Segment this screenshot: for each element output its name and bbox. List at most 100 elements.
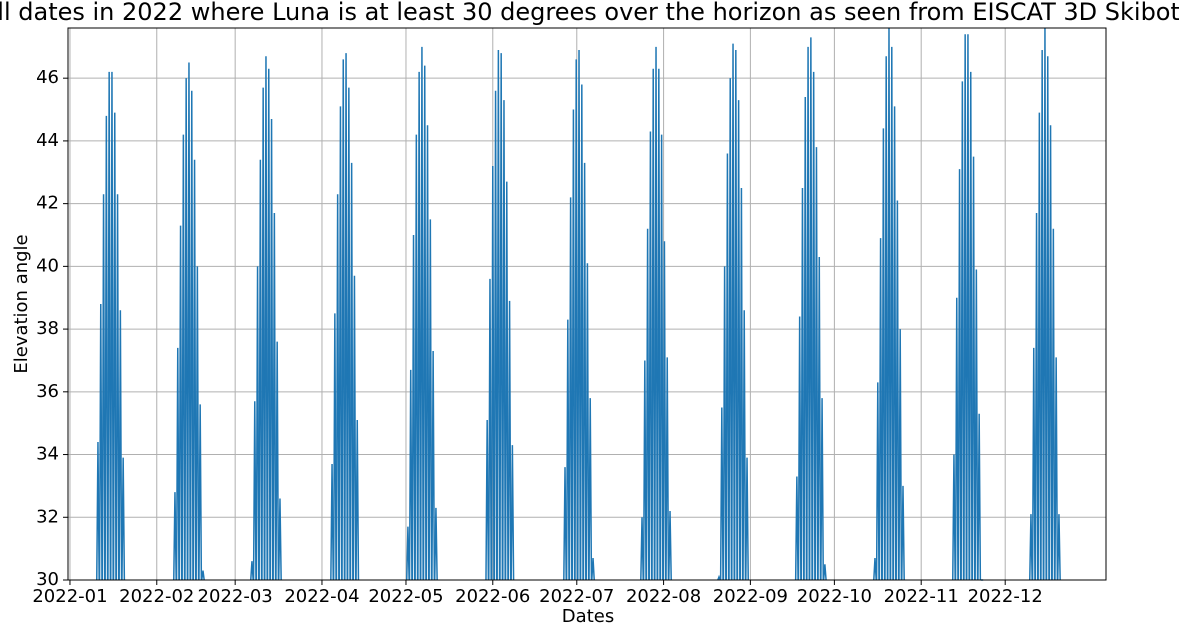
- elevation-spike: [659, 134, 664, 581]
- elevation-spike: [344, 53, 349, 581]
- elevation-spike: [889, 46, 894, 581]
- elevation-spike: [485, 420, 490, 581]
- elevation-spike: [873, 558, 877, 581]
- elevation-spike: [1054, 357, 1059, 581]
- elevation-spike: [184, 78, 189, 581]
- elevation-spike: [341, 59, 346, 581]
- elevation-spike: [178, 225, 183, 581]
- y-axis-label: Elevation angle: [11, 234, 32, 373]
- elevation-spike: [895, 200, 900, 581]
- elevation-spike: [954, 297, 959, 581]
- elevation-spike: [725, 153, 730, 581]
- ticks: 30 32 34 36 38 40 42 44 46 2022-01 2022-02 2022-03 2…: [32, 67, 1042, 607]
- elevation-spike: [662, 241, 667, 581]
- elevation-spike: [255, 266, 260, 581]
- elevation-spike: [651, 68, 656, 581]
- elevation-spike: [414, 134, 419, 581]
- elevation-spike: [275, 341, 280, 581]
- x-tick-label: 2022-01: [32, 586, 107, 607]
- elevation-spike: [901, 485, 905, 581]
- elevation-spike: [585, 263, 590, 581]
- elevation-spike: [797, 316, 802, 581]
- x-tick-label: 2022-07: [539, 586, 614, 607]
- elevation-spike: [565, 319, 570, 581]
- elevation-spike: [806, 46, 811, 581]
- elevation-spike: [574, 59, 579, 581]
- elevation-spike: [898, 329, 903, 581]
- y-tick-label: 32: [36, 506, 59, 527]
- elevation-spike: [269, 118, 274, 581]
- elevation-spike: [338, 106, 343, 581]
- elevation-spike: [195, 266, 200, 581]
- x-tick-label: 2022-10: [797, 586, 872, 607]
- y-tick-label: 36: [36, 381, 59, 402]
- elevation-spike: [346, 87, 351, 581]
- elevation-spike: [502, 100, 506, 581]
- elevation-spike: [568, 197, 573, 581]
- elevation-spike: [173, 492, 177, 581]
- elevation-spike: [884, 56, 889, 581]
- elevation-spike: [1031, 347, 1036, 581]
- elevation-spike: [800, 187, 805, 581]
- elevation-spike: [719, 407, 724, 581]
- y-tick-label: 40: [36, 255, 59, 276]
- elevation-spike: [811, 71, 816, 581]
- elevation-spike: [192, 159, 197, 581]
- elevation-spike: [963, 34, 968, 581]
- elevation-spike: [115, 194, 120, 581]
- elevation-spike: [736, 100, 741, 581]
- elevation-spike: [330, 463, 335, 581]
- y-tick-label: 44: [36, 130, 59, 151]
- elevation-spike: [201, 570, 205, 581]
- elevation-spike: [640, 517, 644, 581]
- elevation-spike: [971, 156, 976, 581]
- elevation-spike: [187, 62, 191, 581]
- elevation-spike: [417, 71, 422, 581]
- elevation-spike: [668, 510, 672, 581]
- elevation-spike: [496, 49, 501, 581]
- elevation-spike: [252, 401, 257, 581]
- elevation-spike: [419, 46, 424, 581]
- elevation-spike: [1048, 125, 1053, 581]
- elevation-spike: [425, 125, 430, 581]
- elevation-spike: [1034, 213, 1039, 581]
- elevation-spike: [98, 303, 103, 581]
- elevation-spike: [266, 68, 271, 581]
- elevation-spike: [258, 159, 263, 581]
- elevation-spike: [794, 476, 799, 581]
- elevation-spike: [591, 558, 595, 581]
- y-tick-label: 30: [36, 569, 59, 590]
- elevation-spike: [887, 27, 891, 581]
- elevation-spike: [717, 574, 721, 581]
- elevation-spike: [422, 65, 427, 581]
- elevation-spike: [112, 112, 117, 581]
- x-tick-label: 2022-02: [119, 586, 194, 607]
- elevation-spike: [966, 34, 970, 581]
- elevation-spike: [175, 347, 180, 581]
- x-tick-label: 2022-11: [884, 586, 959, 607]
- elevation-spike: [881, 128, 886, 581]
- elevation-spike: [433, 507, 438, 581]
- elevation-spike: [352, 275, 357, 581]
- elevation-spike: [278, 498, 282, 581]
- elevation-spike: [579, 84, 584, 581]
- x-tick-label: 2022-03: [198, 586, 273, 607]
- elevation-spike: [957, 169, 962, 581]
- elevation-spike: [507, 300, 512, 581]
- elevation-spike: [1051, 228, 1056, 581]
- elevation-spike: [803, 96, 808, 581]
- x-tick-label: 2022-08: [626, 586, 701, 607]
- plot-marks: [96, 27, 1061, 581]
- elevation-spike: [582, 162, 587, 581]
- y-tick-label: 38: [36, 318, 59, 339]
- x-tick-label: 2022-05: [368, 586, 443, 607]
- x-tick-label: 2022-09: [713, 586, 788, 607]
- elevation-spike: [822, 564, 827, 581]
- elevation-spike: [820, 398, 825, 581]
- x-tick-label: 2022-12: [968, 586, 1043, 607]
- elevation-spike: [107, 71, 112, 581]
- x-axis-label: Dates: [562, 606, 614, 627]
- elevation-spike: [1037, 112, 1042, 581]
- y-tick-label: 42: [36, 193, 59, 214]
